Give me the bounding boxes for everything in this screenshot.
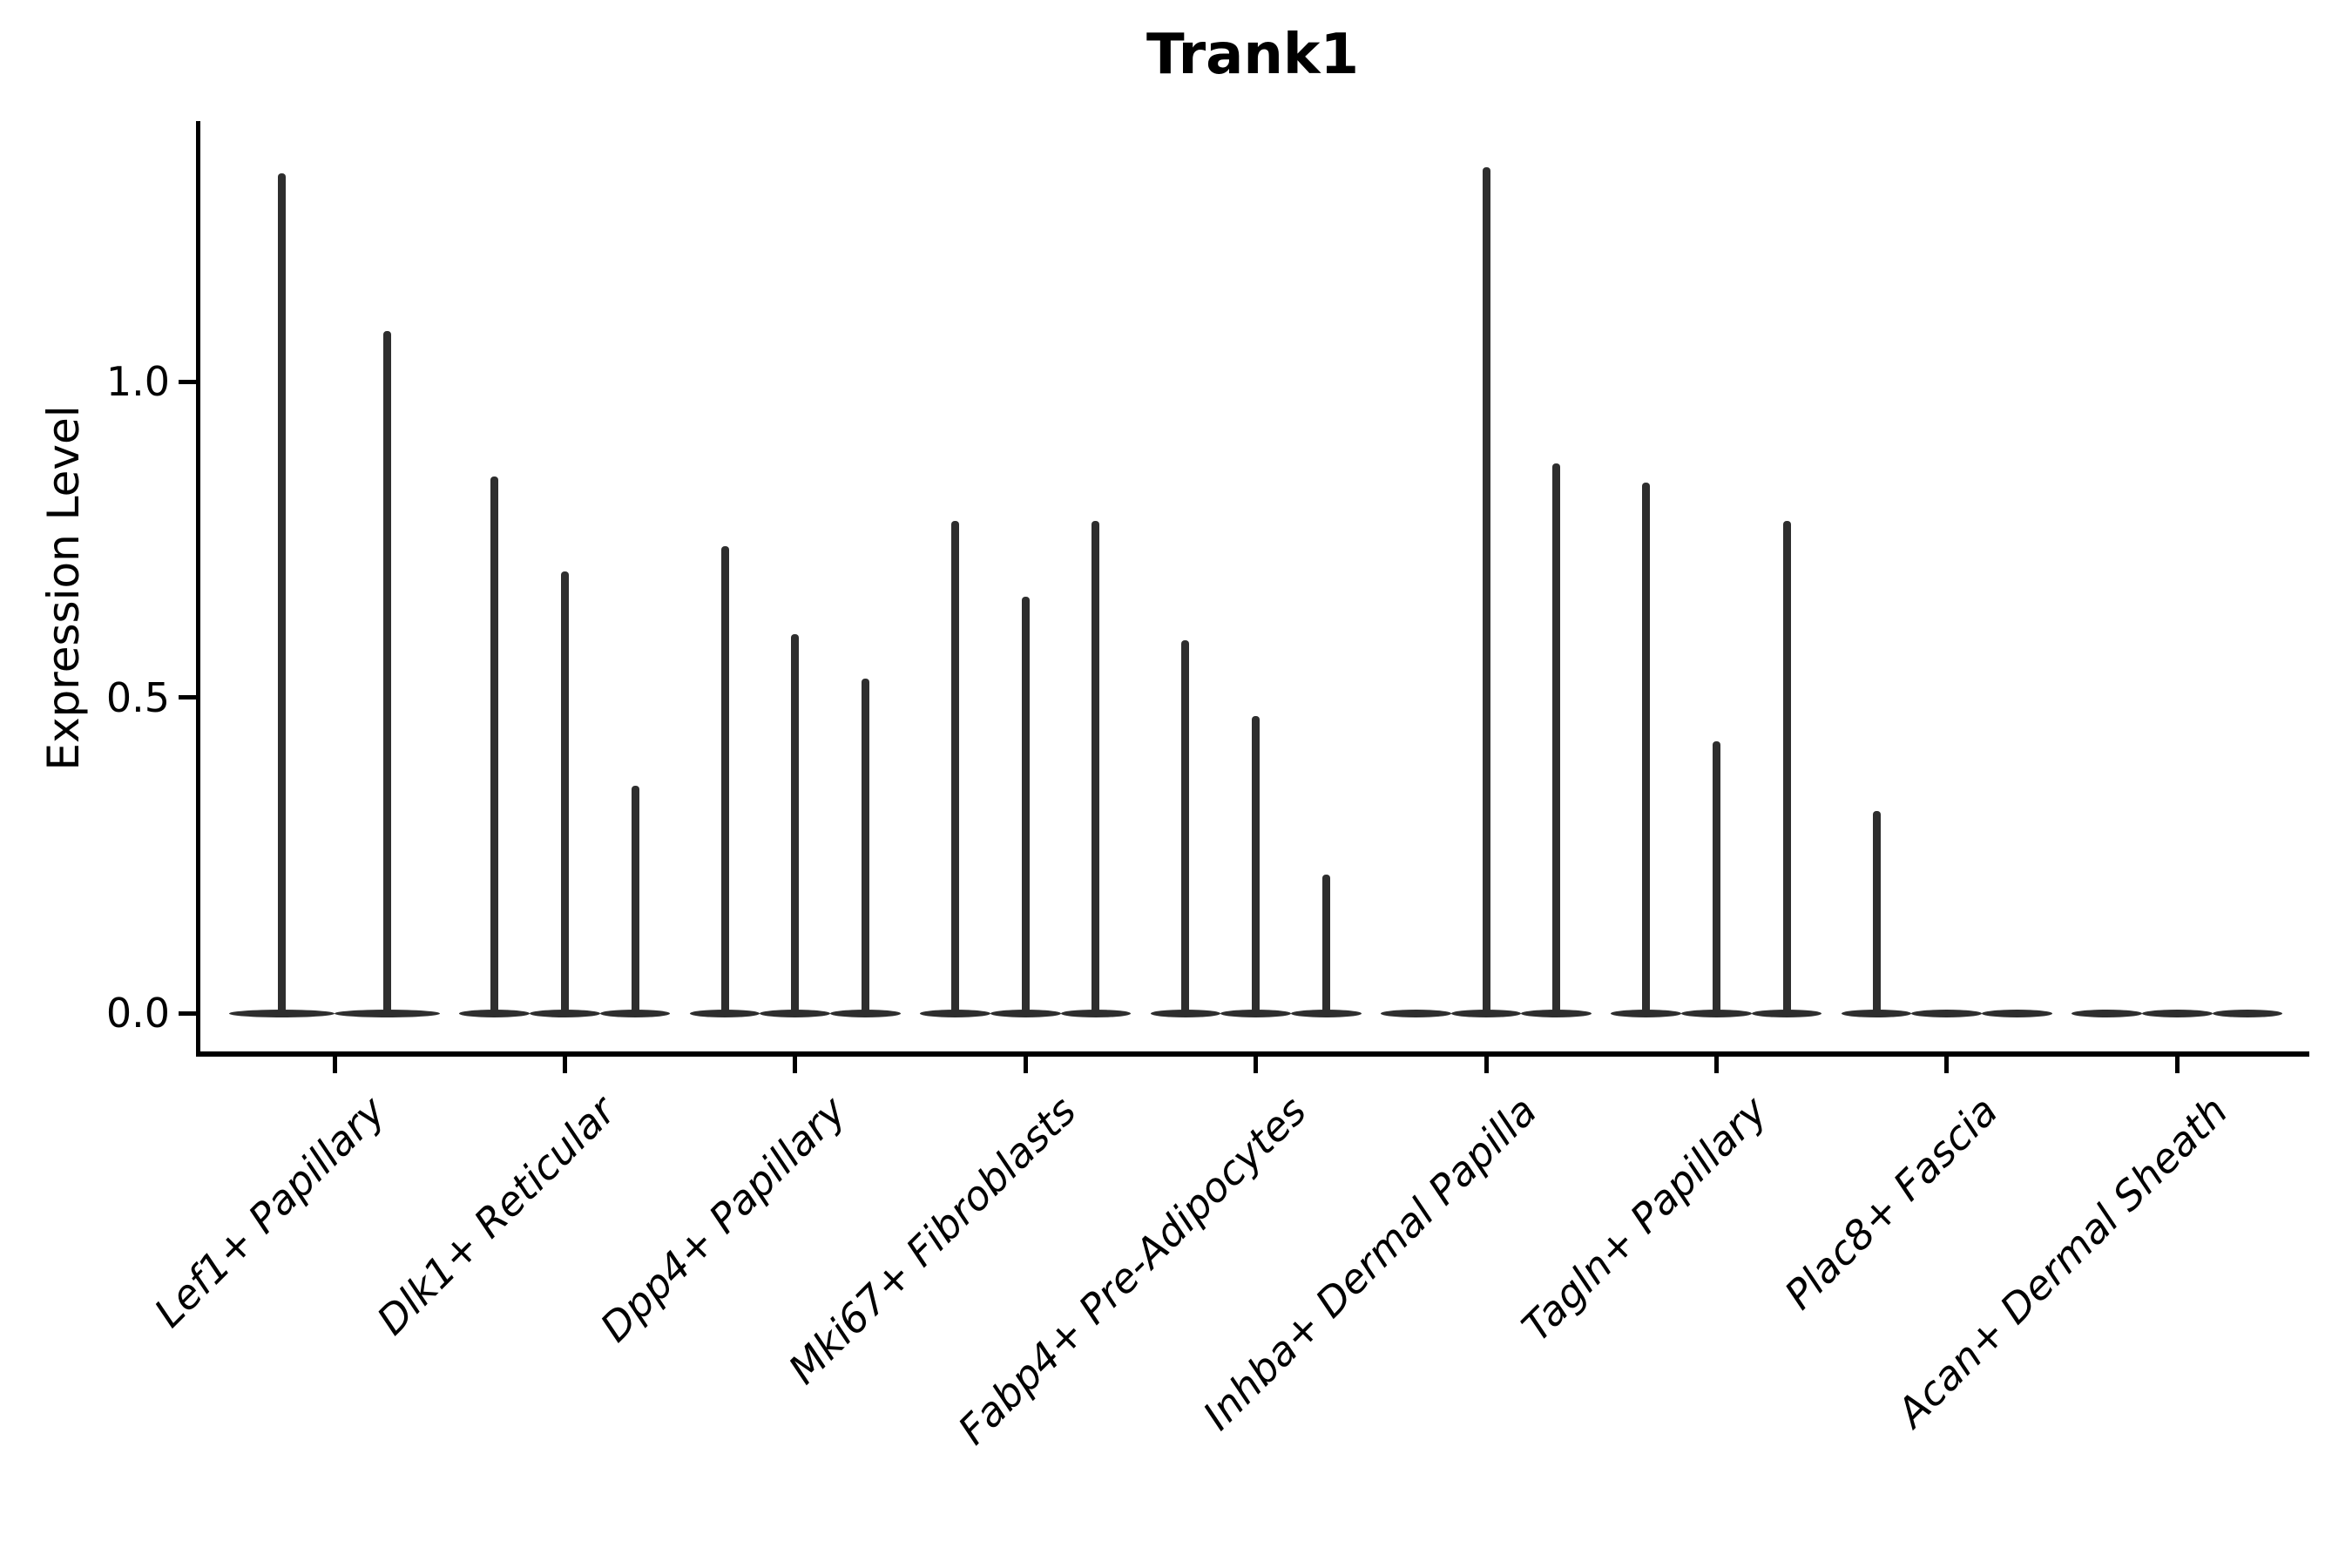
x-tick-label: Plac8+ Fascia [1774, 1087, 2006, 1319]
violin-base [599, 1009, 671, 1017]
x-tick [793, 1054, 798, 1073]
violin-spike [383, 331, 391, 1013]
x-tick-label: Tagln+ Papillary [1512, 1087, 1776, 1351]
violin-base [920, 1009, 990, 1017]
x-tick-label: Dlk1+ Reticular [367, 1087, 625, 1344]
y-tick-label: 1.0 [105, 358, 170, 405]
violin-base [1381, 1009, 1451, 1017]
violin-base [1681, 1009, 1752, 1017]
violin-base [1521, 1009, 1592, 1017]
y-tick [179, 695, 198, 700]
x-tick [1023, 1054, 1028, 1073]
violin-base [2141, 1009, 2213, 1017]
violin-spike [1782, 520, 1791, 1013]
violin-spike [560, 571, 569, 1013]
violin-spike [720, 545, 729, 1013]
violin-base [2212, 1009, 2283, 1017]
y-tick [179, 379, 198, 384]
x-tick [562, 1054, 567, 1073]
violin-base [1611, 1009, 1682, 1017]
violin-spike [791, 634, 800, 1013]
violin-base [1841, 1009, 1912, 1017]
x-tick [2174, 1054, 2180, 1073]
violin-base [2072, 1009, 2142, 1017]
x-tick-label: Lef1+ Papillary [145, 1087, 395, 1336]
violin-base [689, 1009, 760, 1017]
violin-base [990, 1009, 1061, 1017]
violin-spike [631, 786, 639, 1013]
violin-spike [1642, 483, 1651, 1013]
violin-base [760, 1009, 831, 1017]
x-tick [1254, 1054, 1259, 1073]
y-tick-label: 0.0 [105, 990, 170, 1037]
violin-spike [1712, 741, 1720, 1013]
violin-spike [1092, 520, 1100, 1013]
chart-title: Trank1 [1146, 23, 1360, 87]
x-tick [332, 1054, 337, 1073]
violin-base [1450, 1009, 1522, 1017]
violin-base [1911, 1009, 1983, 1017]
violin-base [229, 1009, 335, 1017]
violin-spike [951, 520, 960, 1013]
violin-base [1982, 1009, 2052, 1017]
violin-spike [278, 172, 286, 1013]
y-axis-spine [196, 121, 200, 1056]
x-tick [1484, 1054, 1489, 1073]
x-tick [1713, 1054, 1719, 1073]
violin-spike [1181, 640, 1190, 1013]
x-tick-label: Dpp4+ Papillary [591, 1087, 855, 1351]
violin-base [335, 1009, 440, 1017]
violin-base [1751, 1009, 1822, 1017]
violin-base [530, 1009, 600, 1017]
violin-base [1060, 1009, 1132, 1017]
violin-spike [1872, 811, 1881, 1013]
y-tick-label: 0.5 [105, 673, 170, 721]
violin-spike [490, 476, 499, 1013]
violin-spike [1021, 596, 1030, 1013]
violin-spike [1321, 874, 1330, 1013]
violin-base [1220, 1009, 1291, 1017]
violin-base [459, 1009, 531, 1017]
violin-base [1150, 1009, 1221, 1017]
y-tick [179, 1010, 198, 1016]
violin-spike [1252, 716, 1260, 1013]
x-tick [1944, 1054, 1950, 1073]
violin-spike [1552, 463, 1561, 1013]
x-axis-spine [196, 1051, 2309, 1057]
violin-base [830, 1009, 901, 1017]
violin-base [1290, 1009, 1362, 1017]
violin-spike [1482, 166, 1490, 1013]
violin-spike [861, 678, 869, 1013]
